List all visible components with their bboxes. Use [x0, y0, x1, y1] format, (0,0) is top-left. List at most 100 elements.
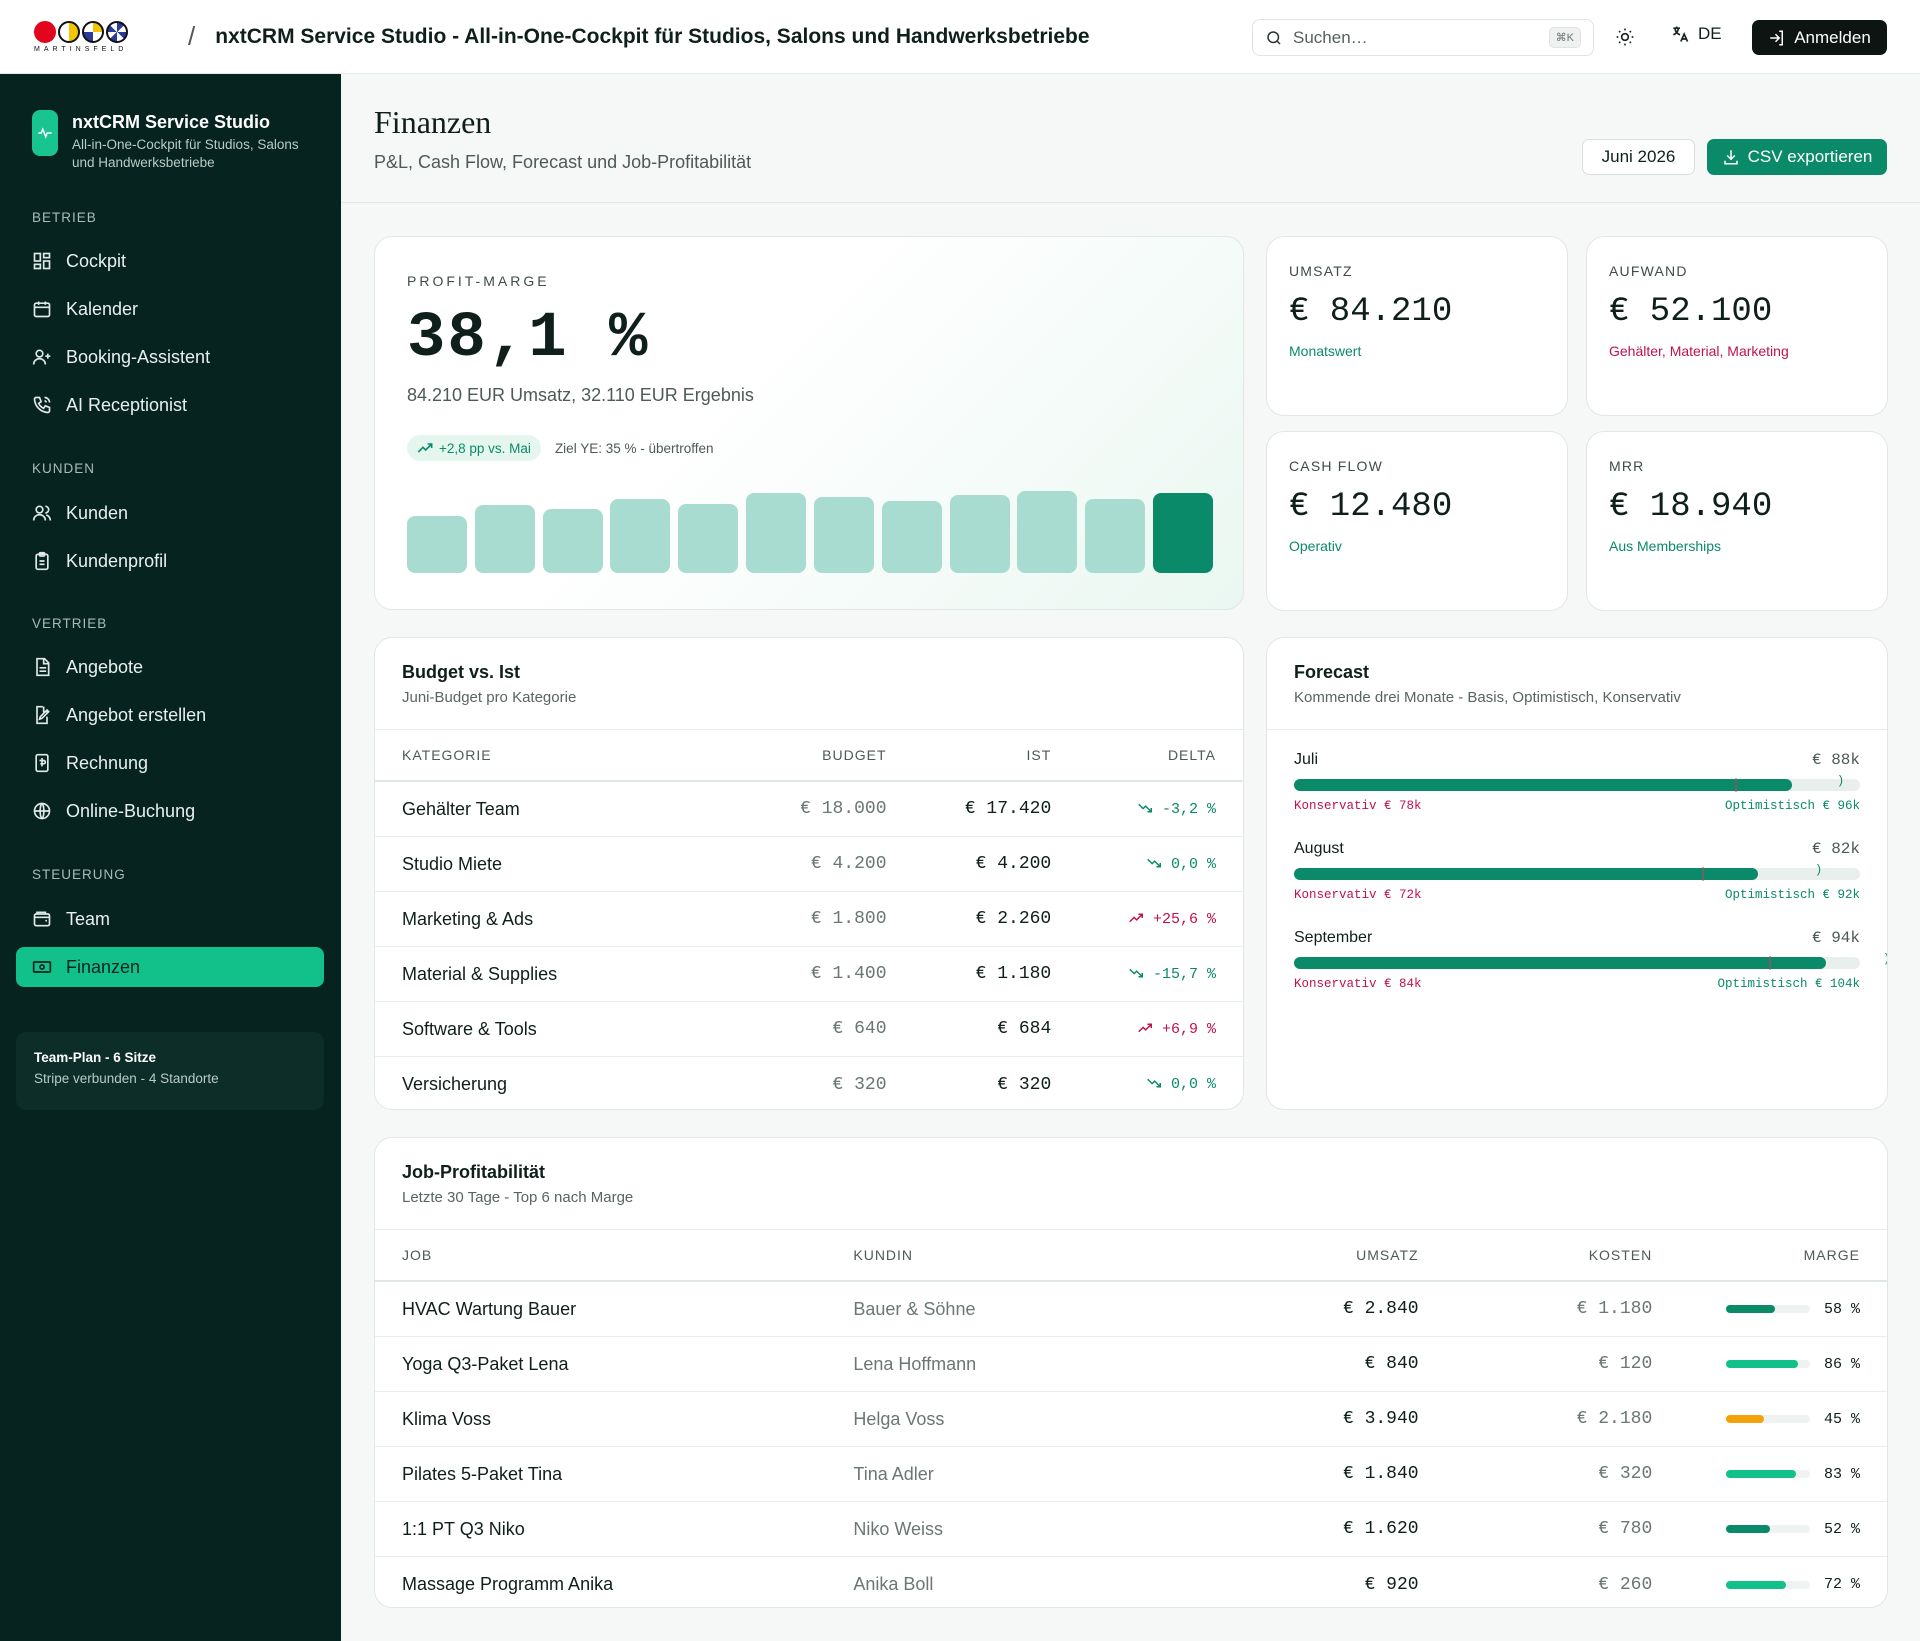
kpi-value: € 52.100: [1609, 293, 1773, 331]
job-marge: 58 %: [1652, 1301, 1860, 1318]
job-name: 1:1 PT Q3 Niko: [402, 1518, 525, 1539]
kpi-note: Operativ: [1289, 538, 1342, 554]
sidebar-item-angebot-erstellen[interactable]: Angebot erstellen: [16, 695, 324, 735]
table-row[interactable]: Marketing & Ads € 1.800 € 2.260 +25,6 %: [375, 892, 1243, 947]
profit-goal: Ziel YE: 35 % - übertroffen: [554, 440, 714, 456]
sidebar-item-finanzen[interactable]: Finanzen: [16, 947, 324, 987]
sidebar-item-kundenprofil[interactable]: Kundenprofil: [16, 541, 324, 581]
job-kundin: Lena Hoffmann: [853, 1353, 977, 1374]
sidebar-item-receptionist[interactable]: AI Receptionist: [16, 385, 324, 425]
profit-bar-current: [1153, 493, 1213, 573]
kpi-value: € 18.940: [1609, 488, 1773, 526]
csv-export-label: CSV exportieren: [1747, 147, 1873, 166]
delta-text: -3,2 %: [1161, 800, 1216, 818]
kpi-note: Gehälter, Material, Marketing: [1609, 343, 1789, 359]
martinsfeld-logo[interactable]: MARTINSFELD: [34, 20, 138, 53]
kpi-mrr-card: MRR € 18.940 Aus Memberships: [1586, 431, 1888, 611]
brand[interactable]: nxtCRM Service Studio All-in-One-Cockpit…: [32, 110, 302, 172]
table-row[interactable]: Massage Programm Anika Anika Boll € 920 € 2…: [375, 1557, 1887, 1607]
marge-bar: [1725, 1470, 1810, 1478]
forecast-conservative-marker: [1769, 956, 1771, 970]
col-delta: DELTA: [1167, 747, 1216, 763]
trend-up-icon: [417, 443, 433, 453]
breadcrumb-separator: /: [188, 21, 196, 51]
table-row[interactable]: 1:1 PT Q3 Niko Niko Weiss € 1.620 € 780 52 %: [375, 1502, 1887, 1557]
table-row[interactable]: Studio Miete € 4.200 € 4.200 0,0 %: [375, 837, 1243, 892]
search-input[interactable]: Suchen… ⌘K: [1252, 19, 1594, 56]
marge-bar-fill: [1725, 1470, 1796, 1478]
sidebar-item-angebote[interactable]: Angebote: [16, 647, 324, 687]
profit-bar: [950, 495, 1010, 573]
marge-value: 72 %: [1823, 1576, 1860, 1593]
sidebar-item-booking[interactable]: Booking-Assistent: [16, 337, 324, 377]
col-kategorie: KATEGORIE: [402, 747, 492, 763]
job-umsatz: € 2.840: [1342, 1299, 1419, 1319]
table-row[interactable]: Klima Voss Helga Voss € 3.940 € 2.180 45 %: [375, 1392, 1887, 1447]
theme-toggle-button[interactable]: [1612, 24, 1638, 50]
plan-card[interactable]: Team-Plan - 6 Sitze Stripe verbunden - 4…: [16, 1032, 324, 1110]
marge-bar: [1725, 1360, 1810, 1368]
phone-icon: [33, 396, 51, 414]
sidebar: nxtCRM Service Studio All-in-One-Cockpit…: [0, 74, 341, 1641]
job-kosten: € 320: [1598, 1464, 1653, 1484]
marge-value: 45 %: [1823, 1410, 1860, 1428]
jobs-table-header: JOB KUNDIN UMSATZ KOSTEN MARGE: [375, 1230, 1887, 1282]
profit-bar: [610, 499, 670, 573]
table-row[interactable]: HVAC Wartung Bauer Bauer & Söhne € 2.840 € …: [375, 1282, 1887, 1337]
sidebar-item-label: Angebot erstellen: [66, 704, 207, 725]
marge-value: 52 %: [1823, 1520, 1860, 1538]
job-kundin: Bauer & Söhne: [853, 1298, 976, 1319]
sidebar-item-online-buchung[interactable]: Online-Buchung: [16, 791, 324, 831]
wallet-icon: [33, 911, 51, 927]
trend-up-icon: [1138, 1023, 1152, 1032]
section-kunden: KUNDEN: [32, 461, 96, 476]
download-icon: [1723, 150, 1738, 165]
sidebar-item-kalender[interactable]: Kalender: [16, 289, 324, 329]
job-kosten: € 1.180: [1576, 1299, 1653, 1319]
marge-bar-fill: [1725, 1305, 1775, 1313]
table-row[interactable]: Pilates 5-Paket Tina Tina Adler € 1.840 € 3…: [375, 1447, 1887, 1502]
sidebar-item-kunden[interactable]: Kunden: [16, 493, 324, 533]
table-row[interactable]: Material & Supplies € 1.400 € 1.180 -15,7 …: [375, 947, 1243, 1002]
sidebar-item-label: Kunden: [66, 502, 129, 523]
sidebar-item-cockpit[interactable]: Cockpit: [16, 241, 324, 281]
sidebar-item-label: Kalender: [66, 298, 139, 319]
sidebar-item-rechnung[interactable]: Rechnung: [16, 743, 324, 783]
forecast-optimistic: Optimistisch € 92k: [1724, 888, 1860, 902]
budget-kategorie: Studio Miete: [402, 853, 503, 874]
forecast-optimistic-marker: ): [1883, 952, 1887, 966]
profit-bar: [1085, 499, 1145, 573]
language-button[interactable]: DE: [1670, 24, 1722, 44]
job-marge: 45 %: [1652, 1411, 1860, 1428]
budget-value: € 320: [832, 1074, 887, 1095]
clipboard-icon: [35, 551, 49, 571]
sidebar-item-team[interactable]: Team: [16, 899, 324, 939]
col-kundin: KUNDIN: [853, 1247, 914, 1263]
budget-subtitle: Juni-Budget pro Kategorie: [402, 689, 577, 706]
profit-label: PROFIT-MARGE: [407, 273, 550, 289]
login-button[interactable]: Anmelden: [1752, 20, 1887, 55]
month-selector-button[interactable]: Juni 2026: [1582, 139, 1695, 175]
profit-bar: [1017, 491, 1077, 573]
table-row[interactable]: Gehälter Team € 18.000 € 17.420 -3,2 %: [375, 782, 1243, 837]
budget-title: Budget vs. Ist: [402, 662, 521, 682]
forecast-month: September: [1294, 929, 1373, 946]
delta-value: +6,9 %: [1051, 1021, 1216, 1038]
csv-export-button[interactable]: CSV exportieren: [1707, 139, 1887, 175]
job-umsatz: € 840: [1364, 1354, 1419, 1374]
section-vertrieb: VERTRIEB: [32, 616, 108, 631]
forecast-row: Juli € 88k) Konservativ € 78k Optimistisch …: [1294, 751, 1860, 813]
col-ist: IST: [1026, 747, 1052, 763]
job-name: Yoga Q3-Paket Lena: [402, 1353, 569, 1374]
marge-value: 58 %: [1823, 1300, 1860, 1318]
forecast-track: ): [1294, 863, 1860, 881]
kpi-value: € 12.480: [1289, 488, 1453, 526]
budget-value: € 4.200: [810, 854, 887, 874]
table-row[interactable]: Yoga Q3-Paket Lena Lena Hoffmann € 840 € 12…: [375, 1337, 1887, 1392]
marge-bar-fill: [1725, 1360, 1798, 1368]
profit-bar-chart: [407, 483, 1213, 573]
table-row[interactable]: Software & Tools € 640 € 684 +6,9 %: [375, 1002, 1243, 1057]
trend-down-icon: [1147, 858, 1161, 867]
table-row[interactable]: Versicherung € 320 € 320 0,0 %: [375, 1057, 1243, 1109]
delta-text: 0,0 %: [1170, 855, 1216, 873]
